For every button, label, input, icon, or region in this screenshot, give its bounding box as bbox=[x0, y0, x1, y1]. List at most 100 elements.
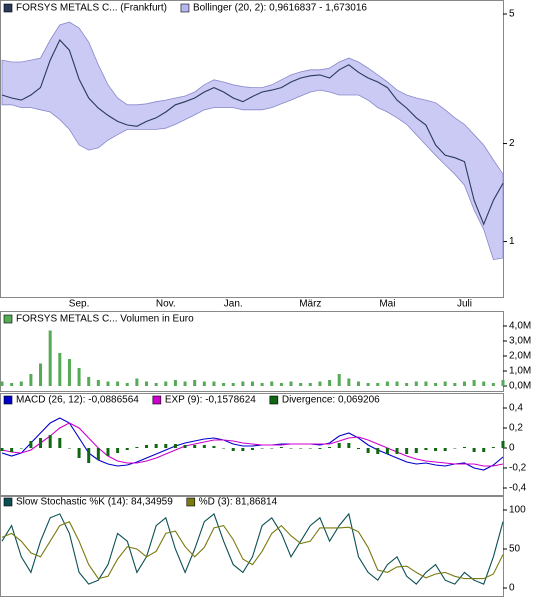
panel-frame bbox=[0, 311, 504, 392]
bar bbox=[212, 446, 216, 448]
bar bbox=[347, 443, 351, 448]
bar bbox=[453, 383, 457, 386]
y-tick-label: -0,2 bbox=[509, 463, 527, 474]
bar bbox=[222, 383, 226, 386]
bar bbox=[462, 381, 466, 386]
y-tick-label: 0,0M bbox=[509, 381, 531, 392]
bar bbox=[58, 353, 62, 386]
y-tick-label: 1 bbox=[509, 236, 515, 247]
bar bbox=[462, 447, 466, 448]
bar bbox=[279, 447, 283, 448]
bar bbox=[337, 374, 341, 386]
legend-swatch bbox=[3, 3, 13, 13]
y-tick-label: 2,0M bbox=[509, 351, 531, 362]
bar bbox=[385, 381, 389, 386]
bar bbox=[472, 448, 476, 452]
legend-swatch bbox=[186, 497, 196, 507]
bar bbox=[472, 380, 476, 386]
bar bbox=[376, 383, 380, 386]
bar bbox=[87, 448, 91, 463]
bar bbox=[299, 383, 303, 386]
y-tick-label: 2 bbox=[509, 138, 515, 149]
legend-label: EXP (9): -0,1578624 bbox=[165, 395, 256, 406]
bar bbox=[405, 383, 409, 386]
bar bbox=[491, 447, 495, 448]
bar bbox=[318, 448, 322, 449]
x-tick-label: Jan. bbox=[224, 299, 243, 310]
y-tick-label: 1,0M bbox=[509, 366, 531, 377]
x-tick-label: Sep. bbox=[69, 299, 90, 310]
bar bbox=[87, 377, 91, 386]
bar bbox=[29, 441, 33, 448]
x-tick-label: Nov. bbox=[156, 299, 176, 310]
bar bbox=[154, 444, 158, 448]
x-tick-label: Juli bbox=[457, 299, 472, 310]
x-tick-label: März bbox=[299, 299, 321, 310]
bar bbox=[67, 448, 71, 449]
bar bbox=[443, 448, 447, 451]
bar bbox=[193, 380, 197, 386]
bar bbox=[125, 383, 129, 386]
y-tick-label: 4,0M bbox=[509, 321, 531, 332]
bar bbox=[231, 383, 235, 386]
legend-label: Bollinger (20, 2): 0,9616837 - 1,673016 bbox=[193, 3, 367, 14]
line bbox=[1, 520, 504, 580]
bar bbox=[424, 381, 428, 386]
bar bbox=[154, 383, 158, 386]
bar bbox=[10, 448, 14, 452]
bollinger-band bbox=[1, 21, 504, 261]
bar bbox=[356, 381, 360, 386]
bar bbox=[96, 448, 100, 460]
bar bbox=[77, 368, 81, 386]
bar bbox=[434, 448, 438, 451]
y-tick-label: 0 bbox=[509, 443, 515, 454]
y-tick-label: 100 bbox=[509, 505, 526, 516]
legend-swatch bbox=[180, 3, 190, 13]
line bbox=[1, 512, 504, 585]
bar bbox=[356, 448, 360, 449]
bar bbox=[19, 381, 23, 386]
bar bbox=[405, 448, 409, 454]
bar bbox=[125, 448, 129, 450]
bar bbox=[58, 438, 62, 448]
y-tick-label: 3,0M bbox=[509, 336, 531, 347]
bar bbox=[116, 381, 120, 386]
line bbox=[1, 417, 504, 471]
bar bbox=[48, 435, 52, 448]
bar bbox=[376, 448, 380, 454]
bar bbox=[183, 445, 187, 448]
bar bbox=[10, 383, 14, 386]
bar bbox=[0, 448, 4, 451]
bar bbox=[0, 381, 4, 386]
panel-frame bbox=[0, 496, 504, 597]
bar bbox=[48, 330, 52, 386]
bar bbox=[270, 448, 274, 449]
bar bbox=[501, 380, 505, 386]
panel-frame bbox=[0, 0, 504, 298]
line bbox=[1, 39, 504, 226]
bar bbox=[328, 380, 332, 386]
bar bbox=[29, 374, 33, 386]
bar bbox=[106, 381, 110, 386]
bar bbox=[482, 448, 486, 452]
bar bbox=[347, 378, 351, 386]
legend-swatch bbox=[152, 395, 162, 405]
bar bbox=[241, 448, 245, 451]
bar bbox=[183, 381, 187, 386]
bar bbox=[337, 443, 341, 448]
bar bbox=[135, 447, 139, 448]
bar bbox=[318, 381, 322, 386]
legend-swatch bbox=[269, 395, 279, 405]
bar bbox=[202, 381, 206, 386]
bar bbox=[241, 381, 245, 386]
bar bbox=[414, 381, 418, 386]
bar bbox=[289, 381, 293, 386]
bar bbox=[145, 445, 149, 448]
y-tick-label: 0,4 bbox=[509, 403, 523, 414]
bar bbox=[328, 447, 332, 448]
bar bbox=[19, 448, 23, 449]
bar bbox=[414, 448, 418, 453]
bar bbox=[77, 448, 81, 458]
y-tick-label: 5 bbox=[509, 9, 515, 20]
bar bbox=[308, 448, 312, 449]
